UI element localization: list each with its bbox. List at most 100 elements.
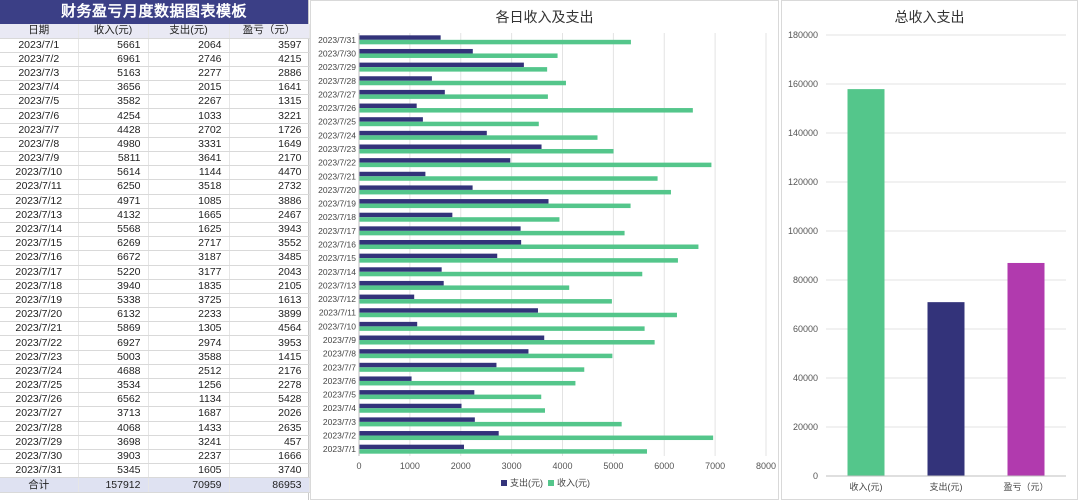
y-tick-label: 2023/7/29 xyxy=(318,62,356,72)
cell-profit: 1641 xyxy=(229,80,310,96)
bar-income xyxy=(359,408,545,413)
bar-expense xyxy=(359,171,426,177)
bar-income xyxy=(359,312,677,318)
table-row: 2023/7/21 5869 1305 4564 xyxy=(0,321,310,337)
cell-date: 2023/7/12 xyxy=(0,194,79,209)
bar-income xyxy=(359,380,576,386)
table-row: 2023/7/29 3698 3241 457 xyxy=(0,435,310,450)
cell-date: 2023/7/24 xyxy=(0,364,79,380)
data-table-panel: 财务盈亏月度数据图表模板 日期 收入(元) 支出(元) 盈亏（元） 2023/7… xyxy=(0,0,310,500)
y-tick-label: 2023/7/19 xyxy=(318,199,356,209)
cell-expense: 1665 xyxy=(148,208,230,223)
cell-expense: 3588 xyxy=(148,350,230,365)
y-tick-label: 40000 xyxy=(793,373,818,383)
total-profit: 86953 xyxy=(229,477,310,494)
bar-income xyxy=(359,203,631,209)
y-tick-label: 2023/7/16 xyxy=(318,240,356,250)
cell-date: 2023/7/22 xyxy=(0,335,79,351)
cell-date: 2023/7/23 xyxy=(0,350,79,365)
table-row: 2023/7/26 6562 1134 5428 xyxy=(0,392,310,408)
table-row: 2023/7/17 5220 3177 2043 xyxy=(0,265,310,280)
cell-income: 6132 xyxy=(78,307,149,323)
cell-expense: 1134 xyxy=(148,392,230,408)
bar-expense xyxy=(359,335,545,341)
bar-expense xyxy=(359,308,538,313)
bar-income xyxy=(359,135,598,140)
cell-expense: 1256 xyxy=(148,378,230,394)
cell-expense: 3518 xyxy=(148,179,230,195)
bar-expense xyxy=(359,226,521,231)
legend-label-expense: 支出(元) xyxy=(510,477,543,488)
bar-expense xyxy=(359,431,499,436)
cell-income: 5338 xyxy=(78,293,149,309)
cell-date: 2023/7/14 xyxy=(0,222,79,238)
bar-expense xyxy=(359,158,511,163)
cell-income: 6672 xyxy=(78,250,149,266)
cell-income: 5614 xyxy=(78,165,149,181)
bar-expense xyxy=(359,267,442,272)
bar-income xyxy=(359,299,612,304)
bar-income xyxy=(359,121,539,127)
cell-expense: 1687 xyxy=(148,406,230,422)
bar-expense xyxy=(359,403,462,409)
cell-date: 2023/7/5 xyxy=(0,94,79,110)
cell-date: 2023/7/7 xyxy=(0,123,79,138)
finance-table: 日期 收入(元) 支出(元) 盈亏（元） 2023/7/1 5661 2064 359… xyxy=(0,24,310,494)
cell-date: 2023/7/19 xyxy=(0,293,79,309)
bar-expense xyxy=(359,48,473,54)
bar-income xyxy=(359,394,542,400)
cell-profit: 3899 xyxy=(229,307,310,323)
cell-profit: 4215 xyxy=(229,52,310,67)
table-row: 2023/7/11 6250 3518 2732 xyxy=(0,179,310,195)
bar-income xyxy=(359,244,699,250)
bar-expense xyxy=(359,444,465,450)
cell-profit: 2170 xyxy=(229,151,310,167)
cell-date: 2023/7/18 xyxy=(0,279,79,294)
cell-date: 2023/7/21 xyxy=(0,321,79,337)
x-tick-label: 1000 xyxy=(400,461,420,471)
cell-income: 5869 xyxy=(78,321,149,337)
cell-income: 5568 xyxy=(78,222,149,238)
cell-expense: 2512 xyxy=(148,364,230,380)
cell-date: 2023/7/28 xyxy=(0,421,79,436)
y-tick-label: 80000 xyxy=(793,275,818,285)
cell-income: 5811 xyxy=(78,151,149,167)
bar-expense xyxy=(359,35,441,40)
cell-profit: 1666 xyxy=(229,449,310,465)
cell-profit: 3221 xyxy=(229,108,310,124)
cell-expense: 1305 xyxy=(148,321,230,337)
table-row: 2023/7/25 3534 1256 2278 xyxy=(0,378,310,394)
y-tick-label: 2023/7/30 xyxy=(318,48,356,58)
cell-profit: 3485 xyxy=(229,250,310,266)
cell-expense: 1625 xyxy=(148,222,230,238)
y-tick-label: 2023/7/23 xyxy=(318,144,356,154)
y-tick-label: 2023/7/4 xyxy=(323,403,356,413)
bar-income xyxy=(359,148,614,154)
cell-date: 2023/7/2 xyxy=(0,52,79,67)
cell-expense: 2717 xyxy=(148,236,230,252)
y-tick-label: 2023/7/14 xyxy=(318,267,356,277)
y-tick-label: 2023/7/28 xyxy=(318,76,356,86)
cell-profit: 5428 xyxy=(229,392,310,408)
x-tick-label: 5000 xyxy=(603,461,623,471)
y-tick-label: 2023/7/7 xyxy=(323,362,356,372)
table-row: 2023/7/23 5003 3588 1415 xyxy=(0,350,310,365)
y-tick-label: 2023/7/5 xyxy=(323,390,356,400)
bar-expense xyxy=(359,376,412,381)
y-tick-label: 140000 xyxy=(788,128,818,138)
bar-income xyxy=(359,449,648,454)
cell-expense: 3331 xyxy=(148,137,230,153)
cell-profit: 2105 xyxy=(229,279,310,294)
bar-expense xyxy=(359,294,415,300)
bar-expense xyxy=(359,103,417,109)
table-row: 2023/7/24 4688 2512 2176 xyxy=(0,364,310,380)
total-label: 合计 xyxy=(0,477,79,494)
daily-income-expense-chart: 各日收入及支出 0 1000 2000 3000 4000 5000 6000 7000 800… xyxy=(310,0,779,500)
cell-profit: 2278 xyxy=(229,378,310,394)
bar-income xyxy=(359,285,570,290)
y-tick-label: 2023/7/20 xyxy=(318,185,356,195)
cell-expense: 2746 xyxy=(148,52,230,67)
y-tick-label: 2023/7/8 xyxy=(323,349,356,359)
bar-income xyxy=(359,80,566,86)
table-row: 2023/7/13 4132 1665 2467 xyxy=(0,208,310,223)
